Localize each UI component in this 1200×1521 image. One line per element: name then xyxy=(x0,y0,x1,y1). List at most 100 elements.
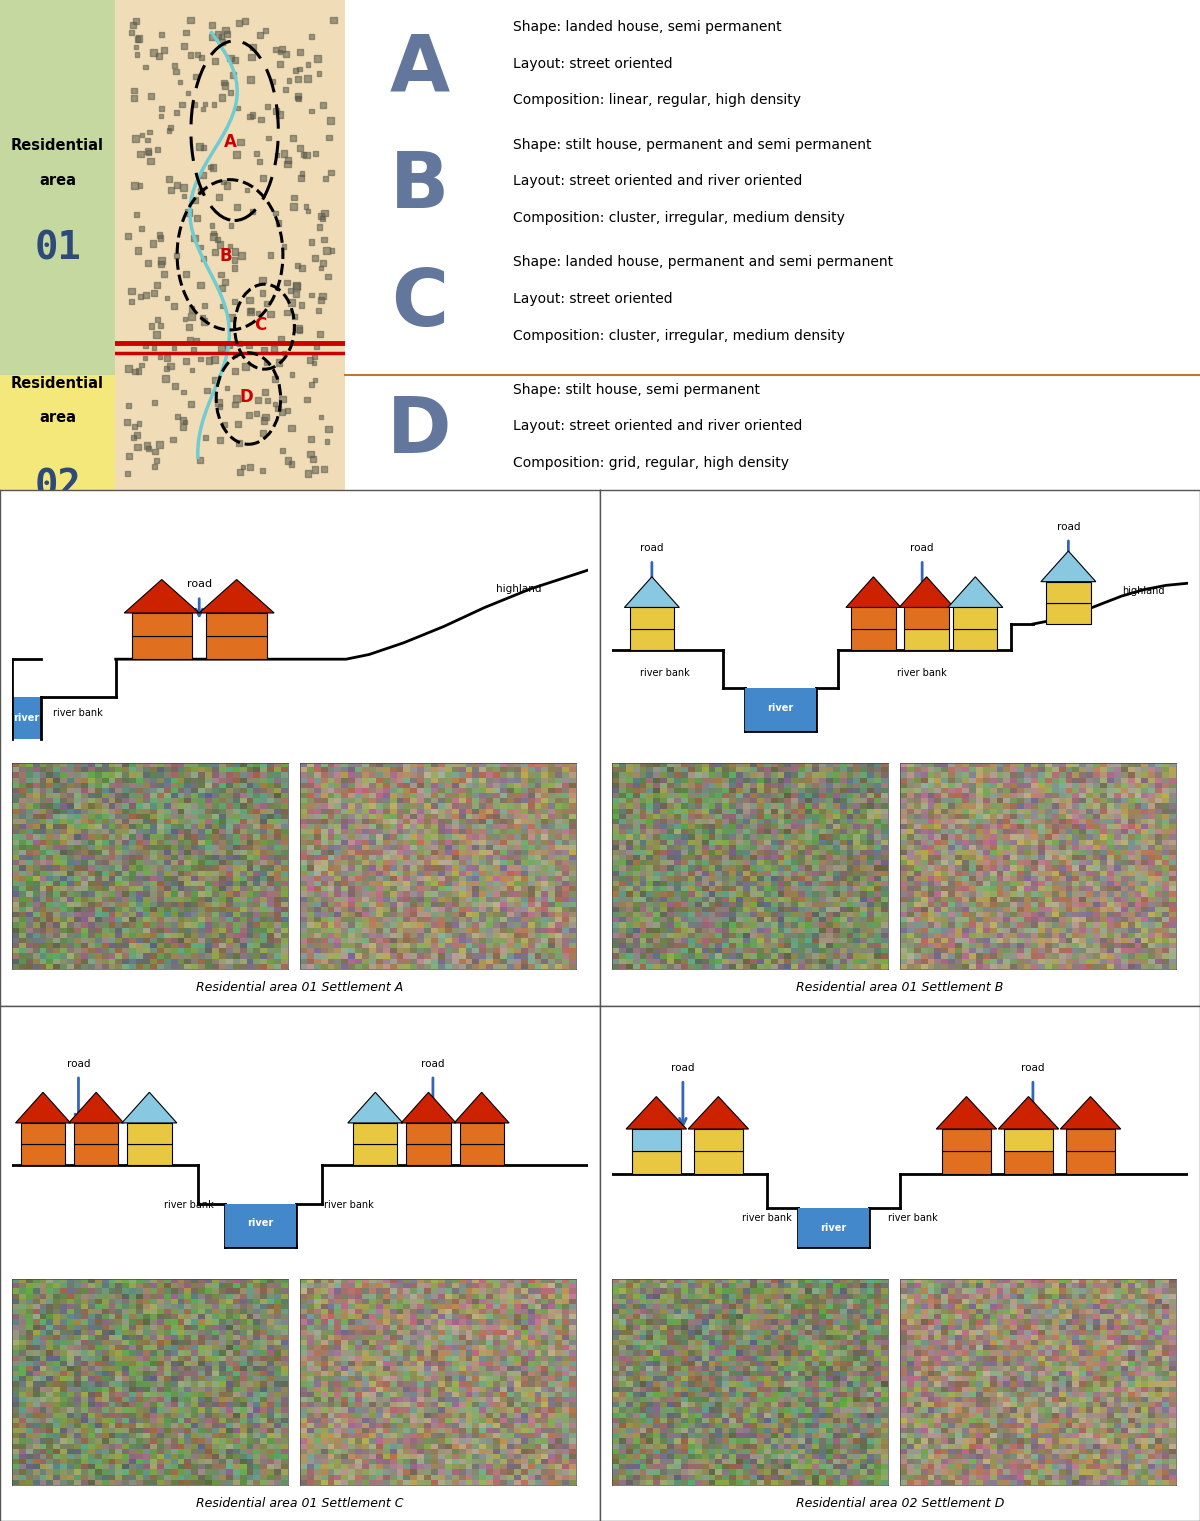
Point xyxy=(299,461,318,485)
Point xyxy=(244,35,263,59)
Text: Shape: landed house, permanent and semi permanent: Shape: landed house, permanent and semi … xyxy=(514,256,893,269)
Point xyxy=(226,392,245,417)
Point xyxy=(293,256,312,280)
Point xyxy=(240,287,259,312)
Point xyxy=(301,283,320,307)
Point xyxy=(175,307,194,332)
Point xyxy=(133,123,152,148)
Point xyxy=(125,87,144,111)
Point xyxy=(270,351,289,376)
Point xyxy=(200,155,220,179)
Point xyxy=(302,24,322,49)
Point xyxy=(204,155,223,179)
Point xyxy=(132,216,151,240)
Point xyxy=(247,402,266,426)
Point xyxy=(148,272,167,297)
Point xyxy=(192,46,211,70)
Point xyxy=(311,322,330,347)
Point xyxy=(298,388,317,412)
Point xyxy=(323,239,342,263)
Bar xyxy=(942,1129,991,1151)
Point xyxy=(264,70,283,94)
Text: Residential: Residential xyxy=(11,376,104,391)
Point xyxy=(179,81,198,105)
Point xyxy=(308,298,328,322)
Point xyxy=(304,447,323,472)
Text: Residential area 01 Settlement C: Residential area 01 Settlement C xyxy=(197,1497,403,1510)
Point xyxy=(126,9,145,33)
Point xyxy=(311,204,330,228)
Point xyxy=(226,239,245,263)
Point xyxy=(257,351,276,376)
Point xyxy=(229,430,248,455)
Point xyxy=(280,68,299,93)
Point xyxy=(248,388,268,412)
Point xyxy=(264,338,283,362)
Bar xyxy=(1066,1129,1115,1151)
Point xyxy=(282,452,301,476)
Point xyxy=(312,207,331,231)
Point xyxy=(193,97,212,122)
Point xyxy=(262,301,281,325)
Polygon shape xyxy=(454,1092,509,1122)
Point xyxy=(287,274,306,298)
Polygon shape xyxy=(16,1092,71,1122)
Bar xyxy=(127,1122,172,1144)
Point xyxy=(288,85,307,110)
Point xyxy=(210,394,229,418)
Point xyxy=(174,184,193,208)
Point xyxy=(259,126,278,151)
Point xyxy=(211,262,230,286)
Point xyxy=(157,286,176,310)
Point xyxy=(226,256,245,280)
Bar xyxy=(127,1144,172,1165)
Point xyxy=(247,141,266,166)
Point xyxy=(241,67,260,91)
Bar xyxy=(632,1151,680,1174)
Bar xyxy=(694,1151,743,1174)
Point xyxy=(282,291,301,315)
Point xyxy=(299,53,318,78)
Point xyxy=(131,141,150,166)
Point xyxy=(310,214,329,239)
Polygon shape xyxy=(401,1092,456,1122)
Point xyxy=(226,289,245,313)
Point xyxy=(228,195,247,219)
Point xyxy=(191,447,210,472)
Point xyxy=(193,163,212,187)
Bar xyxy=(694,1129,743,1151)
Point xyxy=(240,105,259,129)
Point xyxy=(125,79,144,103)
Point xyxy=(127,43,146,67)
Point xyxy=(212,294,232,318)
Point xyxy=(312,405,331,429)
Bar xyxy=(206,636,266,659)
Polygon shape xyxy=(948,576,1003,607)
Text: river: river xyxy=(821,1223,847,1232)
Point xyxy=(313,93,332,117)
Point xyxy=(151,252,170,277)
Point xyxy=(174,380,193,405)
Point xyxy=(127,202,146,227)
Text: B: B xyxy=(390,148,449,224)
Point xyxy=(150,345,169,370)
Point xyxy=(292,294,311,318)
Point xyxy=(235,9,254,33)
Bar xyxy=(20,1122,65,1144)
Point xyxy=(205,240,224,265)
Point xyxy=(176,20,196,44)
Point xyxy=(182,357,202,382)
Bar xyxy=(745,689,816,732)
Point xyxy=(151,103,170,128)
Text: area: area xyxy=(40,411,76,426)
Point xyxy=(298,199,317,224)
Point xyxy=(145,391,164,415)
Point xyxy=(138,128,157,152)
Text: A: A xyxy=(389,30,450,106)
Point xyxy=(142,84,161,108)
Point xyxy=(185,225,204,249)
Point xyxy=(319,125,338,149)
Text: Residential area 01 Settlement A: Residential area 01 Settlement A xyxy=(197,981,403,995)
Point xyxy=(204,93,223,117)
Bar xyxy=(132,613,192,636)
